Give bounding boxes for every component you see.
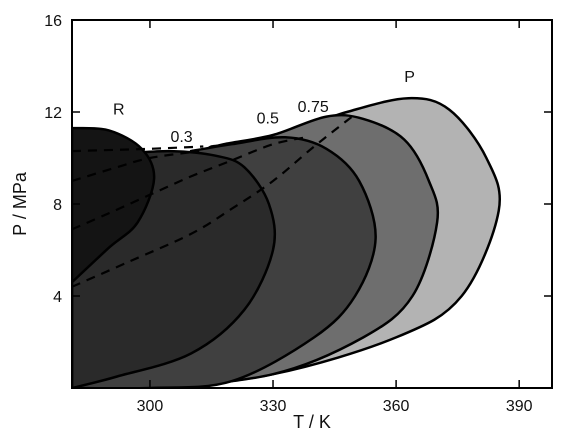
dashed-curve-3 [72, 136, 307, 231]
region-label: R [113, 101, 125, 118]
x-axis-label: T / K [293, 412, 331, 432]
y-tick-label: 16 [44, 13, 62, 30]
region-label: 0.5 [257, 111, 279, 128]
x-tick-label: 360 [383, 398, 410, 415]
y-axis-ticks: 4 8 12 16 [44, 13, 552, 306]
y-tick-label: 4 [53, 289, 62, 306]
region-labels: P 0.75 0.5 0.3 R [113, 69, 415, 146]
region-label: P [404, 69, 415, 86]
x-tick-label: 300 [137, 398, 164, 415]
x-tick-label: 390 [506, 398, 533, 415]
phase-regions [72, 96, 501, 388]
x-tick-label: 330 [260, 398, 287, 415]
y-tick-label: 8 [53, 197, 62, 214]
dashed-curve-4 [72, 113, 356, 288]
y-tick-label: 12 [44, 105, 62, 122]
region-r [72, 126, 156, 388]
x-axis-ticks: 300 330 360 390 [137, 20, 533, 415]
y-axis-label: P / MPa [10, 171, 30, 236]
dashed-curve-1 [72, 145, 204, 153]
region-label: 0.3 [170, 129, 192, 146]
dashed-curve-2 [72, 150, 200, 183]
region-label: 0.75 [298, 99, 329, 116]
dashed-curves [72, 113, 356, 288]
